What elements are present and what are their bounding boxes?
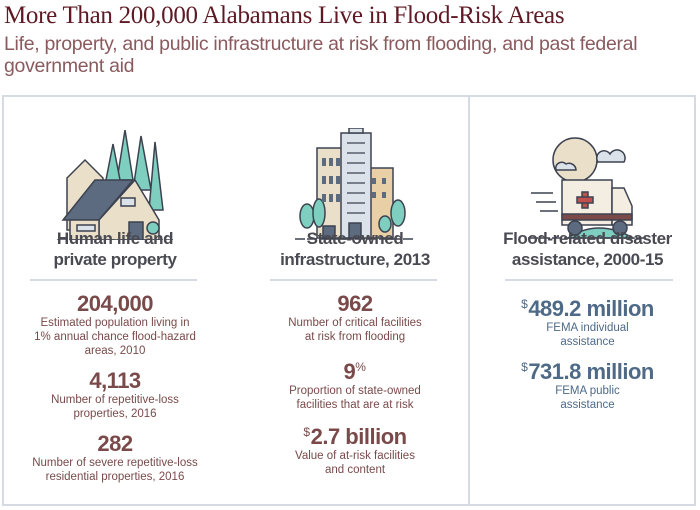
stat-desc: areas, 2010	[84, 345, 146, 357]
stat-desc: and content	[324, 464, 386, 476]
percent-sign: %	[355, 360, 366, 374]
heading-disaster-assistance: Flood-related disaster assistance, 2000-…	[485, 228, 690, 270]
column-divider	[468, 95, 470, 506]
stat-desc: Number of severe repetitive-loss	[32, 457, 198, 469]
stat-value-at-risk: $2.7 billion Value of at-risk facilities…	[255, 420, 455, 477]
stat-population: 204,000 Estimated population living in 1…	[15, 292, 215, 358]
stat-severe-repetitive-loss: 282 Number of severe repetitive-loss res…	[15, 432, 215, 484]
stat-fema-public: $731.8 million FEMA public assistance	[485, 355, 690, 412]
stat-desc: properties, 2016	[73, 408, 157, 420]
stat-desc: facilities that are at risk	[296, 399, 414, 411]
stat-desc: FEMA individual	[546, 322, 629, 334]
stat-value: 2.7 billion	[310, 424, 407, 449]
heading-state-infrastructure: State-owned infrastructure, 2013	[255, 228, 455, 270]
stat-desc: Value of at-risk facilities	[295, 450, 415, 462]
heading-line: infrastructure, 2013	[280, 250, 430, 269]
dollar-sign: $	[521, 360, 528, 374]
heading-line: State-owned	[306, 229, 404, 248]
stat-desc: residential properties, 2016	[45, 471, 185, 483]
stat-proportion-at-risk: 9% Proportion of state-owned facilities …	[255, 355, 455, 412]
heading-human-life: Human life and private property	[15, 228, 215, 270]
stat-desc: FEMA public	[555, 385, 620, 397]
heading-rule	[505, 279, 673, 281]
ambulance-icon	[528, 137, 648, 239]
page-title: More Than 200,000 Alabamans Live in Floo…	[4, 2, 565, 29]
stat-desc: assistance	[560, 399, 615, 411]
stat-value: 204,000	[76, 291, 154, 316]
heading-rule	[270, 279, 437, 281]
stat-desc: Number of critical facilities	[288, 317, 422, 329]
heading-line: Human life and	[56, 229, 174, 248]
stat-desc: Estimated population living in	[40, 317, 190, 329]
stat-fema-individual: $489.2 million FEMA individual assistanc…	[485, 292, 690, 349]
stat-repetitive-loss: 4,113 Number of repetitive-loss properti…	[15, 369, 215, 421]
stat-desc: assistance	[560, 336, 615, 348]
house-with-trees-icon	[57, 130, 173, 240]
dollar-sign: $	[521, 297, 528, 311]
infographic-panel	[2, 95, 696, 506]
stat-value: 9	[343, 359, 356, 384]
stat-value: 731.8 million	[528, 359, 654, 384]
stat-value: 962	[337, 291, 373, 316]
heading-line: Flood-related disaster	[503, 229, 672, 248]
heading-line: private property	[53, 250, 177, 269]
stat-desc: Number of repetitive-loss	[51, 394, 179, 406]
stat-critical-facilities: 962 Number of critical facilities at ris…	[255, 292, 455, 344]
stat-desc: 1% annual chance flood-hazard	[34, 331, 196, 343]
heading-rule	[30, 279, 197, 281]
stat-value: 4,113	[89, 368, 141, 393]
stat-value: 282	[97, 431, 133, 456]
dollar-sign: $	[303, 425, 310, 439]
page-subtitle: Life, property, and public infrastructur…	[4, 33, 638, 77]
stat-value: 489.2 million	[528, 296, 654, 321]
stat-desc: Proportion of state-owned	[289, 385, 421, 397]
stat-desc: at risk from flooding	[304, 331, 406, 343]
city-buildings-icon	[295, 128, 415, 240]
heading-line: assistance, 2000-15	[511, 250, 664, 269]
